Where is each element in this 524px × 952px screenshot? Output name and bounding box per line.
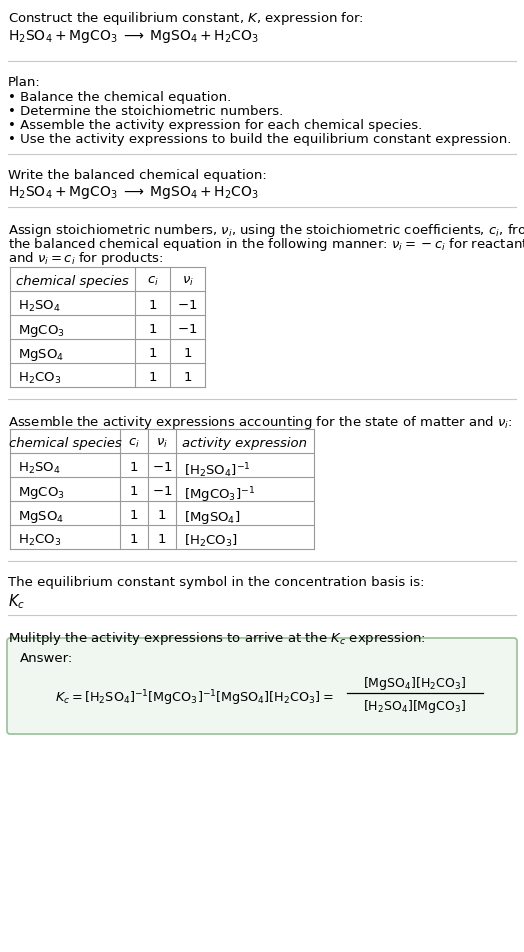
Text: chemical species: chemical species	[16, 275, 129, 288]
Text: and $\nu_i = c_i$ for products:: and $\nu_i = c_i$ for products:	[8, 249, 163, 267]
Text: Mulitply the activity expressions to arrive at the $K_c$ expression:: Mulitply the activity expressions to arr…	[8, 629, 426, 646]
Text: $\mathrm{H_2CO_3}$: $\mathrm{H_2CO_3}$	[18, 532, 61, 547]
Text: 1: 1	[148, 299, 157, 311]
Text: $-1$: $-1$	[152, 485, 172, 498]
Text: $1$: $1$	[183, 370, 192, 384]
Text: $\mathrm{MgSO_4}$: $\mathrm{MgSO_4}$	[18, 347, 64, 363]
Text: The equilibrium constant symbol in the concentration basis is:: The equilibrium constant symbol in the c…	[8, 575, 424, 588]
Text: $\nu_i$: $\nu_i$	[156, 437, 168, 449]
Text: 1: 1	[130, 461, 138, 473]
Text: $\mathrm{H_2SO_4}$: $\mathrm{H_2SO_4}$	[18, 299, 61, 314]
Text: 1: 1	[130, 485, 138, 498]
Text: • Use the activity expressions to build the equilibrium constant expression.: • Use the activity expressions to build …	[8, 133, 511, 146]
FancyBboxPatch shape	[7, 639, 517, 734]
Text: • Determine the stoichiometric numbers.: • Determine the stoichiometric numbers.	[8, 105, 283, 118]
Text: $[\mathrm{H_2SO_4}]^{-1}$: $[\mathrm{H_2SO_4}]^{-1}$	[184, 461, 251, 479]
Text: Answer:: Answer:	[20, 651, 73, 664]
Text: $\mathrm{MgCO_3}$: $\mathrm{MgCO_3}$	[18, 323, 65, 339]
Text: $[\mathrm{H_2SO_4}][\mathrm{MgCO_3}]$: $[\mathrm{H_2SO_4}][\mathrm{MgCO_3}]$	[364, 698, 466, 715]
Text: 1: 1	[148, 323, 157, 336]
Text: $-1$: $-1$	[177, 299, 198, 311]
Text: Assign stoichiometric numbers, $\nu_i$, using the stoichiometric coefficients, $: Assign stoichiometric numbers, $\nu_i$, …	[8, 222, 524, 239]
Text: Plan:: Plan:	[8, 76, 41, 89]
Text: $[\mathrm{MgCO_3}]^{-1}$: $[\mathrm{MgCO_3}]^{-1}$	[184, 485, 255, 504]
Text: $-1$: $-1$	[152, 461, 172, 473]
Text: $-1$: $-1$	[177, 323, 198, 336]
Text: 1: 1	[148, 347, 157, 360]
Text: • Assemble the activity expression for each chemical species.: • Assemble the activity expression for e…	[8, 119, 422, 132]
Text: $c_i$: $c_i$	[147, 275, 158, 288]
Text: $\mathrm{H_2SO_4 + MgCO_3 \;\longrightarrow\; MgSO_4 + H_2CO_3}$: $\mathrm{H_2SO_4 + MgCO_3 \;\longrightar…	[8, 184, 259, 201]
Text: Write the balanced chemical equation:: Write the balanced chemical equation:	[8, 169, 267, 182]
Text: • Balance the chemical equation.: • Balance the chemical equation.	[8, 90, 231, 104]
Text: $1$: $1$	[183, 347, 192, 360]
Text: activity expression: activity expression	[182, 437, 308, 449]
Text: $1$: $1$	[157, 532, 167, 545]
Text: $\mathrm{MgCO_3}$: $\mathrm{MgCO_3}$	[18, 485, 65, 501]
Text: Assemble the activity expressions accounting for the state of matter and $\nu_i$: Assemble the activity expressions accoun…	[8, 413, 512, 430]
Text: $\mathrm{MgSO_4}$: $\mathrm{MgSO_4}$	[18, 508, 64, 525]
Text: $\nu_i$: $\nu_i$	[181, 275, 193, 288]
Text: Construct the equilibrium constant, $K$, expression for:: Construct the equilibrium constant, $K$,…	[8, 10, 364, 27]
Text: $1$: $1$	[157, 508, 167, 522]
Text: $[\mathrm{H_2CO_3}]$: $[\mathrm{H_2CO_3}]$	[184, 532, 238, 548]
Text: $K_c = [\mathrm{H_2SO_4}]^{-1}[\mathrm{MgCO_3}]^{-1}[\mathrm{MgSO_4}][\mathrm{H_: $K_c = [\mathrm{H_2SO_4}]^{-1}[\mathrm{M…	[55, 687, 334, 707]
Text: 1: 1	[130, 508, 138, 522]
Text: 1: 1	[148, 370, 157, 384]
Text: $\mathrm{H_2CO_3}$: $\mathrm{H_2CO_3}$	[18, 370, 61, 386]
Text: $\mathrm{H_2SO_4}$: $\mathrm{H_2SO_4}$	[18, 461, 61, 476]
Text: 1: 1	[130, 532, 138, 545]
Text: $K_c$: $K_c$	[8, 591, 25, 610]
Text: $[\mathrm{MgSO_4}]$: $[\mathrm{MgSO_4}]$	[184, 508, 241, 526]
Text: chemical species: chemical species	[8, 437, 122, 449]
Text: $[\mathrm{MgSO_4}][\mathrm{H_2CO_3}]$: $[\mathrm{MgSO_4}][\mathrm{H_2CO_3}]$	[364, 674, 466, 691]
Text: $c_i$: $c_i$	[128, 437, 140, 449]
Text: $\mathrm{H_2SO_4 + MgCO_3 \;\longrightarrow\; MgSO_4 + H_2CO_3}$: $\mathrm{H_2SO_4 + MgCO_3 \;\longrightar…	[8, 28, 259, 45]
Text: the balanced chemical equation in the following manner: $\nu_i = -c_i$ for react: the balanced chemical equation in the fo…	[8, 236, 524, 252]
